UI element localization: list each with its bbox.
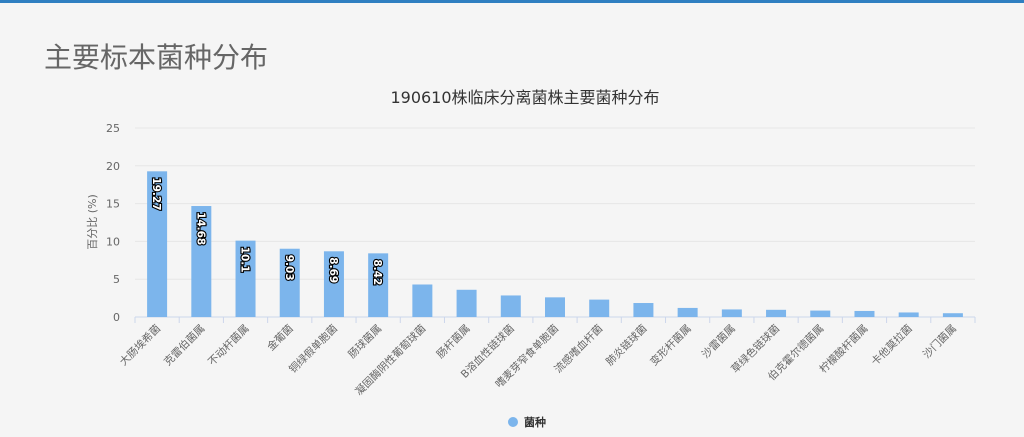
bar[interactable] xyxy=(633,303,654,317)
bar[interactable] xyxy=(368,253,389,317)
bar[interactable] xyxy=(235,240,256,317)
data-label: 8.69 xyxy=(327,257,339,283)
x-tick-label: 大肠埃希菌 xyxy=(117,322,163,368)
x-tick-label: 克雷伯菌属 xyxy=(161,322,207,368)
bar[interactable] xyxy=(721,309,742,317)
x-tick-label: 肺炎链球菌 xyxy=(603,322,649,368)
x-tick-label: 卡他莫拉菌 xyxy=(868,322,914,368)
page-title: 主要标本菌种分布 xyxy=(44,41,269,74)
x-tick-label: 沙门菌属 xyxy=(920,322,959,361)
x-tick-label: 不动杆菌属 xyxy=(205,322,251,368)
data-label: 19.27 xyxy=(150,177,162,210)
y-axis-ticks: 0 5 10 15 20 25 xyxy=(106,122,120,324)
legend[interactable]: 菌种 xyxy=(508,415,546,429)
chart-title: 190610株临床分离菌株主要菌种分布 xyxy=(390,88,659,107)
bar[interactable] xyxy=(677,307,698,317)
legend-marker-icon xyxy=(508,417,518,427)
top-accent-bar xyxy=(0,0,1024,3)
bar[interactable] xyxy=(810,310,831,317)
legend-label: 菌种 xyxy=(524,415,546,429)
bar[interactable] xyxy=(279,248,300,317)
y-tick-label: 15 xyxy=(106,198,120,211)
bar[interactable] xyxy=(412,284,433,317)
data-labels: 19.27 14.68 10.1 9.03 8.69 8.42 xyxy=(149,176,384,286)
bar[interactable] xyxy=(500,295,521,317)
bar[interactable] xyxy=(147,171,168,317)
data-label: 8.42 xyxy=(371,259,383,285)
y-tick-label: 10 xyxy=(106,235,120,248)
bar[interactable] xyxy=(545,297,565,317)
data-label: 9.03 xyxy=(283,255,295,281)
x-tick-label: 肠球菌属 xyxy=(345,322,384,361)
x-tick-label: 变形杆菌属 xyxy=(647,322,693,368)
bar[interactable] xyxy=(589,299,610,317)
bar[interactable] xyxy=(191,206,212,317)
bar[interactable] xyxy=(766,309,787,317)
y-tick-label: 0 xyxy=(113,311,120,324)
data-label: 14.68 xyxy=(194,212,206,245)
y-tick-label: 20 xyxy=(106,160,120,173)
data-label: 10.1 xyxy=(239,247,251,273)
bar[interactable] xyxy=(456,289,477,317)
x-tick-label: 沙雷菌属 xyxy=(700,323,738,361)
bar[interactable] xyxy=(323,251,344,317)
y-tick-label: 25 xyxy=(106,122,120,135)
bar[interactable] xyxy=(942,313,963,317)
x-tick-label: 金葡菌 xyxy=(264,322,295,353)
y-axis-label: 百分比 (%) xyxy=(86,194,99,250)
bar[interactable] xyxy=(854,310,875,317)
x-tick-label: 肠杆菌属 xyxy=(434,322,473,361)
y-tick-label: 5 xyxy=(113,273,120,286)
bar[interactable] xyxy=(898,312,919,317)
grid-lines xyxy=(135,127,975,318)
bars xyxy=(147,171,963,317)
